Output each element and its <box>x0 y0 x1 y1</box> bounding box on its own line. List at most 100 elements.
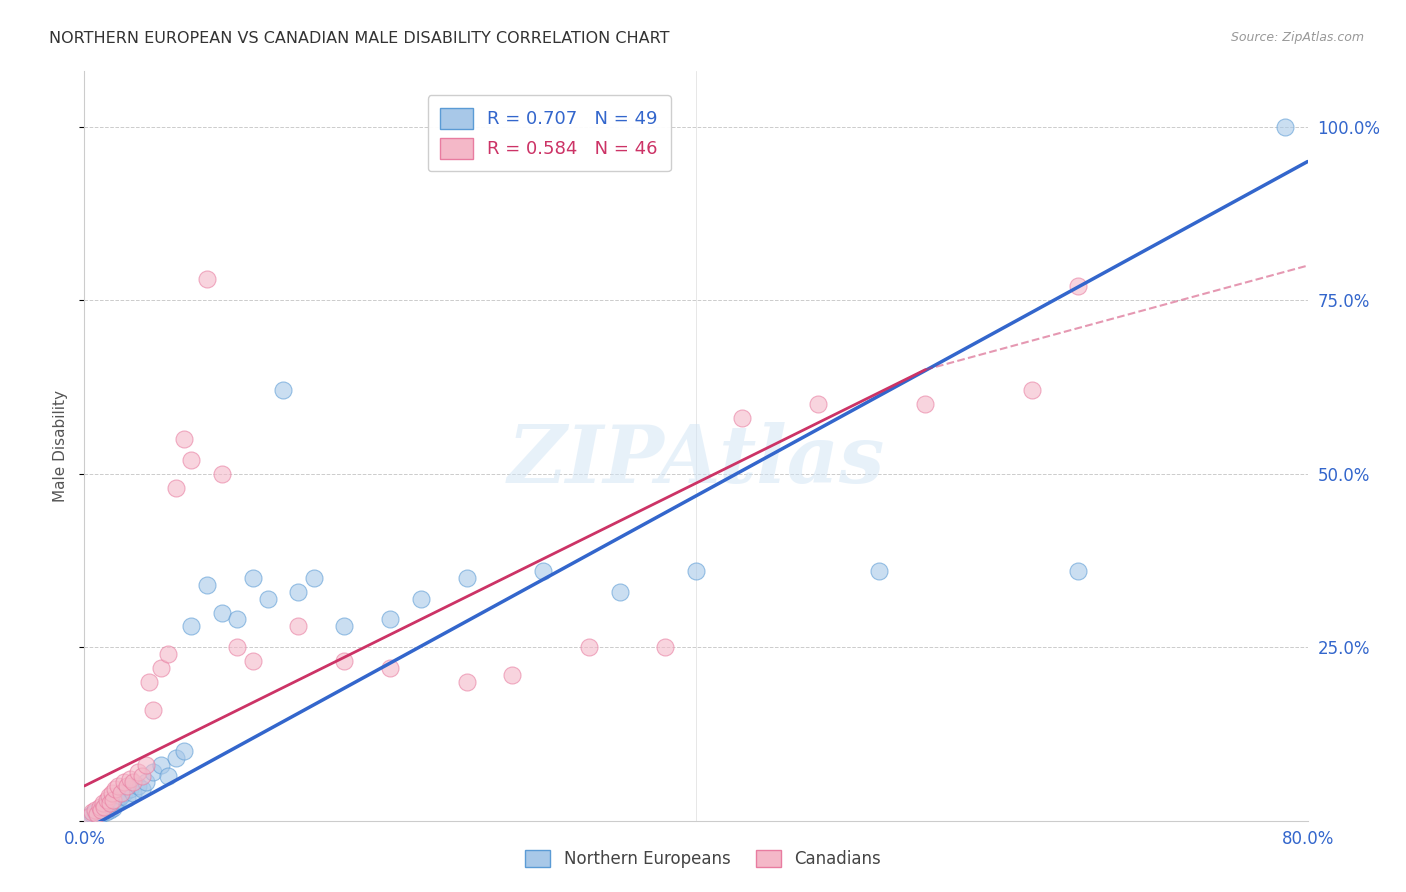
Point <box>107 779 129 793</box>
Point <box>149 758 172 772</box>
Point <box>97 799 120 814</box>
Point <box>122 775 145 789</box>
Point <box>98 803 121 817</box>
Point <box>180 619 202 633</box>
Point <box>226 640 249 655</box>
Point <box>98 797 121 811</box>
Point <box>103 793 125 807</box>
Point <box>90 806 112 821</box>
Point <box>86 808 108 822</box>
Point <box>502 668 524 682</box>
Point <box>104 797 127 811</box>
Point <box>96 793 118 807</box>
Point <box>211 606 233 620</box>
Point <box>531 564 554 578</box>
Point <box>211 467 233 481</box>
Point <box>105 794 128 808</box>
Point <box>226 612 249 626</box>
Point <box>157 647 180 661</box>
Point <box>127 779 149 793</box>
Text: Source: ZipAtlas.com: Source: ZipAtlas.com <box>1230 31 1364 45</box>
Point <box>869 564 891 578</box>
Point <box>180 453 202 467</box>
Point <box>142 765 165 780</box>
Point <box>86 806 108 821</box>
Point <box>242 654 264 668</box>
Point <box>409 591 432 606</box>
Point <box>578 640 600 655</box>
Point <box>195 272 218 286</box>
Point <box>120 782 142 797</box>
Point <box>456 571 478 585</box>
Legend: R = 0.707   N = 49, R = 0.584   N = 46: R = 0.707 N = 49, R = 0.584 N = 46 <box>427 95 671 171</box>
Point <box>101 798 124 813</box>
Point <box>333 619 356 633</box>
Point <box>685 564 707 578</box>
Point <box>96 797 118 811</box>
Point <box>173 744 195 758</box>
Text: NORTHERN EUROPEAN VS CANADIAN MALE DISABILITY CORRELATION CHART: NORTHERN EUROPEAN VS CANADIAN MALE DISAB… <box>49 31 669 46</box>
Point <box>94 805 117 819</box>
Point <box>173 432 195 446</box>
Point <box>112 786 135 800</box>
Point <box>654 640 676 655</box>
Point <box>142 703 165 717</box>
Point <box>131 782 153 797</box>
Point <box>91 801 114 815</box>
Point <box>914 397 936 411</box>
Point <box>609 584 631 599</box>
Point <box>93 799 115 814</box>
Y-axis label: Male Disability: Male Disability <box>53 390 69 502</box>
Point <box>135 775 157 789</box>
Point <box>122 786 145 800</box>
Point <box>103 801 125 815</box>
Point <box>302 571 325 585</box>
Point <box>333 654 356 668</box>
Point <box>807 397 830 411</box>
Point <box>257 591 280 606</box>
Point <box>127 765 149 780</box>
Point <box>456 674 478 689</box>
Point <box>195 578 218 592</box>
Point <box>101 786 124 800</box>
Legend: Northern Europeans, Canadians: Northern Europeans, Canadians <box>519 843 887 875</box>
Point <box>107 793 129 807</box>
Point <box>165 751 187 765</box>
Point <box>89 803 111 817</box>
Point <box>90 803 112 817</box>
Point <box>91 797 114 811</box>
Point <box>1067 279 1090 293</box>
Point <box>115 779 138 793</box>
Point <box>135 758 157 772</box>
Point <box>271 384 294 398</box>
Point <box>104 782 127 797</box>
Point <box>1274 120 1296 134</box>
Point <box>84 805 107 820</box>
Point <box>110 789 132 804</box>
Point <box>115 791 138 805</box>
Point <box>80 805 103 820</box>
Point <box>84 803 107 817</box>
Point <box>120 772 142 786</box>
Point <box>380 612 402 626</box>
Point <box>80 806 103 821</box>
Point <box>287 619 309 633</box>
Point <box>165 481 187 495</box>
Point <box>89 799 111 814</box>
Point <box>242 571 264 585</box>
Point <box>77 810 100 824</box>
Text: ZIPAtlas: ZIPAtlas <box>508 422 884 500</box>
Point <box>157 768 180 782</box>
Point <box>138 674 160 689</box>
Point <box>97 789 120 804</box>
Point <box>731 411 754 425</box>
Point <box>1021 384 1043 398</box>
Point <box>110 786 132 800</box>
Point <box>380 661 402 675</box>
Point <box>131 768 153 782</box>
Point <box>112 775 135 789</box>
Point <box>77 810 100 824</box>
Point <box>93 799 115 814</box>
Point <box>149 661 172 675</box>
Point <box>287 584 309 599</box>
